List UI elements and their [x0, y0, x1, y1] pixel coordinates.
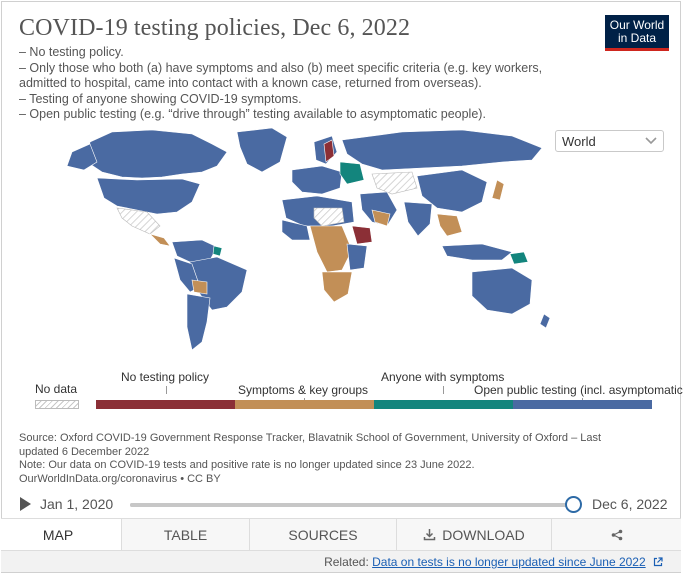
subtitle: – No testing policy. – Only those who bo… — [19, 45, 579, 123]
subtitle-line: – Only those who both (a) have symptoms … — [19, 60, 543, 75]
region-australia[interactable] — [471, 267, 533, 315]
timeline-handle[interactable] — [565, 496, 582, 513]
region-new-zealand[interactable] — [539, 313, 551, 329]
region-bolivia[interactable] — [191, 279, 208, 295]
legend-swatch-anyone-with-symptoms[interactable] — [374, 400, 513, 409]
legend-swatch-no-testing[interactable] — [96, 400, 235, 409]
region-canada[interactable] — [86, 129, 228, 179]
legend-item-label: Open public testing (incl. asymptomatic) — [474, 383, 683, 397]
region-guyana[interactable] — [212, 245, 223, 257]
logo-line1: Our World — [609, 18, 665, 32]
tab-bar: MAP TABLE SOURCES DOWNLOAD — [1, 518, 681, 551]
region-sahel[interactable] — [313, 207, 345, 227]
legend-no-data-label: No data — [35, 382, 78, 396]
sources-note: Source: Oxford COVID-19 Government Respo… — [19, 432, 619, 486]
region-greenland[interactable] — [236, 127, 288, 173]
region-central-africa[interactable] — [309, 225, 353, 273]
download-icon — [424, 529, 436, 541]
related-bar: Related: Data on tests is no longer upda… — [1, 550, 681, 572]
timeline: Jan 1, 2020 Dec 6, 2022 — [2, 492, 683, 518]
region-central-america[interactable] — [148, 233, 171, 247]
timeline-start-label[interactable]: Jan 1, 2020 — [40, 496, 114, 512]
logo-line2: in Data — [617, 31, 657, 45]
legend-swatch-open-public[interactable] — [513, 400, 652, 409]
tab-map[interactable]: MAP — [1, 519, 121, 551]
legend-tick — [443, 386, 444, 394]
region-china[interactable] — [416, 169, 488, 213]
subtitle-line: – No testing policy. — [19, 45, 124, 59]
region-central-asia[interactable] — [371, 171, 418, 195]
tab-label: MAP — [42, 527, 74, 543]
tab-sources[interactable]: SOURCES — [249, 519, 396, 551]
legend-tick — [166, 386, 167, 394]
share-icon — [611, 529, 622, 540]
region-papua[interactable] — [509, 251, 529, 265]
source-line: Source: Oxford COVID-19 Government Respo… — [19, 432, 602, 444]
tab-download[interactable]: DOWNLOAD — [396, 519, 551, 551]
region-select-value: World — [562, 134, 596, 149]
tab-label: SOURCES — [288, 526, 358, 543]
page-title: COVID-19 testing policies, Dec 6, 2022 — [19, 15, 411, 41]
region-southeast-asia[interactable] — [436, 213, 463, 237]
region-japan[interactable] — [491, 179, 505, 201]
legend-no-data-swatch[interactable] — [35, 400, 79, 409]
region-sweden[interactable] — [323, 139, 335, 163]
timeline-track[interactable] — [130, 503, 574, 507]
region-eastern-europe[interactable] — [339, 161, 365, 185]
note-line: Note: Our data on COVID-19 tests and pos… — [19, 459, 475, 471]
related-prefix: Related: — [324, 555, 369, 569]
region-alaska[interactable] — [66, 143, 98, 171]
region-india[interactable] — [403, 201, 433, 237]
region-russia[interactable] — [341, 129, 543, 171]
legend-swatch-symptoms-key-groups[interactable] — [235, 400, 374, 409]
legend-item-label: Anyone with symptoms — [381, 370, 505, 384]
chevron-down-icon — [645, 137, 657, 145]
legend-item-label: Symptoms & key groups — [238, 383, 369, 397]
region-east-africa[interactable] — [346, 243, 368, 271]
tab-table[interactable]: TABLE — [121, 519, 249, 551]
region-indonesia[interactable] — [441, 243, 513, 261]
region-select[interactable]: World — [555, 130, 664, 152]
legend-item-label: No testing policy — [121, 370, 210, 384]
region-western-europe[interactable] — [291, 165, 343, 195]
timeline-end-label[interactable]: Dec 6, 2022 — [592, 496, 668, 512]
subtitle-line: – Testing of anyone showing COVID-19 sym… — [19, 91, 302, 106]
region-arabia[interactable] — [371, 209, 391, 227]
subtitle-line: – Open public testing (e.g. “drive throu… — [19, 107, 486, 121]
external-link-icon[interactable] — [653, 557, 663, 567]
play-icon[interactable] — [20, 497, 31, 511]
region-argentina-chile[interactable] — [186, 293, 211, 351]
region-usa[interactable] — [96, 177, 201, 215]
related-link[interactable]: Data on tests is no longer updated since… — [372, 555, 646, 569]
world-map[interactable] — [42, 122, 562, 357]
region-west-africa[interactable] — [281, 219, 311, 241]
region-southern-africa[interactable] — [321, 271, 353, 303]
legend: No data No testing policy Symptoms & key… — [2, 362, 683, 414]
region-ethiopia[interactable] — [351, 225, 373, 245]
source-line: updated 6 December 2022 — [19, 445, 150, 458]
tab-label: TABLE — [163, 526, 208, 543]
subtitle-line: admitted to hospital, came into contact … — [19, 76, 482, 90]
tab-share[interactable] — [551, 519, 681, 551]
tab-label: DOWNLOAD — [442, 526, 525, 543]
license-line[interactable]: OurWorldInData.org/coronavirus • CC BY — [19, 472, 221, 485]
timeline-track-fill — [130, 503, 574, 507]
owid-logo[interactable]: Our World in Data — [605, 15, 669, 51]
